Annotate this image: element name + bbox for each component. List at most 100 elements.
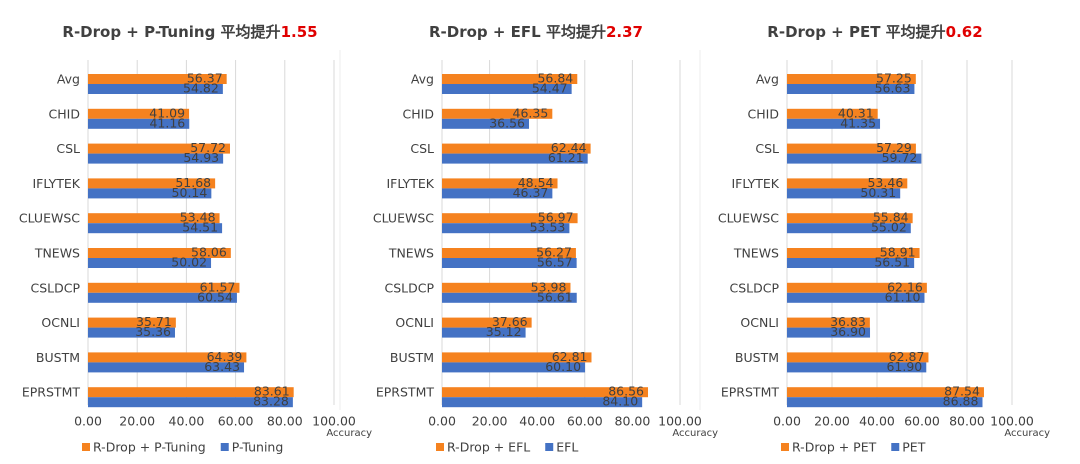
bar [88, 352, 247, 363]
chart-title: R-Drop + EFL 平均提升2.37 [429, 23, 643, 41]
bar [442, 118, 530, 129]
legend-swatch [436, 443, 444, 451]
legend-label: P-Tuning [232, 440, 284, 455]
value-label: 46.37 [513, 185, 549, 200]
bar [442, 352, 592, 363]
value-label: 53.48 [180, 210, 216, 225]
bar [787, 397, 983, 408]
y-tick-label: CSL [56, 141, 80, 156]
y-tick-label: CLUEWSC [373, 211, 434, 226]
value-label: 56.97 [538, 210, 574, 225]
bar [442, 397, 643, 408]
value-label: 62.87 [889, 349, 925, 364]
value-label: 50.31 [860, 185, 896, 200]
value-label: 60.54 [197, 289, 233, 304]
x-tick-label: 40.00 [519, 414, 555, 429]
bar [442, 362, 586, 373]
bar [442, 108, 553, 119]
legend-label: EFL [556, 440, 578, 455]
bar [787, 282, 927, 293]
value-label: 48.54 [518, 175, 554, 190]
value-label: 84.10 [602, 394, 638, 409]
bar [88, 362, 245, 373]
value-label: 41.16 [149, 115, 185, 130]
y-tick-label: OCNLI [740, 315, 779, 330]
value-label: 36.90 [830, 324, 866, 339]
value-label: 36.56 [489, 115, 525, 130]
bar [88, 108, 190, 119]
value-label: 35.12 [486, 324, 522, 339]
x-axis-label: Accuracy [1004, 428, 1050, 439]
bar [442, 188, 553, 199]
bar [787, 223, 911, 234]
x-tick-label: 0.00 [428, 414, 456, 429]
bar [442, 282, 571, 293]
legend-label: PET [902, 440, 925, 455]
value-label: 46.35 [513, 105, 549, 120]
value-label: 56.57 [537, 255, 573, 270]
x-tick-label: 100.00 [658, 414, 702, 429]
bar [442, 248, 576, 258]
y-tick-label: CSLDCP [384, 280, 434, 295]
value-label: 57.29 [876, 140, 912, 155]
value-label: 56.37 [187, 71, 223, 86]
x-tick-label: 60.00 [218, 414, 254, 429]
title-text: R-Drop + P-Tuning 平均提升 [62, 23, 280, 41]
value-label: 61.90 [886, 359, 922, 374]
value-label: 51.68 [175, 175, 211, 190]
bar [88, 143, 230, 154]
bar [88, 84, 223, 94]
value-label: 61.10 [885, 289, 921, 304]
bar [88, 248, 231, 258]
legend-swatch [82, 443, 90, 451]
value-label: 40.31 [838, 105, 874, 120]
value-label: 83.28 [253, 394, 289, 409]
bar [88, 327, 175, 338]
legend-label: R-Drop + EFL [447, 440, 530, 455]
y-tick-label: Avg [411, 72, 434, 87]
bar [88, 387, 294, 398]
value-label: 50.02 [171, 255, 207, 270]
x-tick-label: 0.00 [773, 414, 801, 429]
bar [442, 143, 591, 154]
title-highlight: 0.62 [946, 23, 983, 41]
value-label: 36.83 [830, 314, 866, 329]
y-tick-label: IFLYTEK [32, 176, 80, 191]
bar [88, 153, 224, 164]
value-label: 58.91 [880, 245, 916, 260]
value-label: 54.82 [183, 81, 219, 96]
chart-title: R-Drop + PET 平均提升0.62 [767, 23, 982, 41]
value-label: 50.14 [172, 185, 208, 200]
x-tick-label: 60.00 [904, 414, 940, 429]
y-tick-label: BUSTM [36, 350, 80, 365]
value-label: 59.72 [882, 150, 918, 165]
bar [787, 84, 915, 94]
bar [88, 223, 223, 234]
y-tick-label: IFLYTEK [731, 176, 779, 191]
x-tick-label: 80.00 [267, 414, 303, 429]
x-tick-label: 0.00 [74, 414, 102, 429]
bar [442, 74, 578, 84]
value-label: 55.84 [873, 210, 909, 225]
bar [787, 248, 920, 258]
y-tick-label: CHID [49, 106, 80, 121]
bar [787, 292, 925, 303]
bar [88, 213, 220, 224]
value-label: 61.57 [200, 279, 236, 294]
x-axis-label: Accuracy [672, 428, 718, 439]
bar [88, 282, 240, 293]
y-tick-label: TNEWS [34, 246, 80, 261]
value-label: 57.25 [876, 71, 912, 86]
value-label: 56.51 [874, 255, 910, 270]
bar [787, 153, 922, 164]
value-label: 58.06 [191, 245, 227, 260]
title-highlight: 2.37 [606, 23, 643, 41]
bar [88, 178, 216, 189]
value-label: 55.02 [871, 220, 907, 235]
value-label: 56.61 [537, 289, 573, 304]
bar [442, 258, 577, 268]
x-tick-label: 80.00 [615, 414, 651, 429]
y-tick-label: EPRSTMT [22, 385, 80, 400]
value-label: 61.21 [548, 150, 584, 165]
value-label: 64.39 [207, 349, 243, 364]
